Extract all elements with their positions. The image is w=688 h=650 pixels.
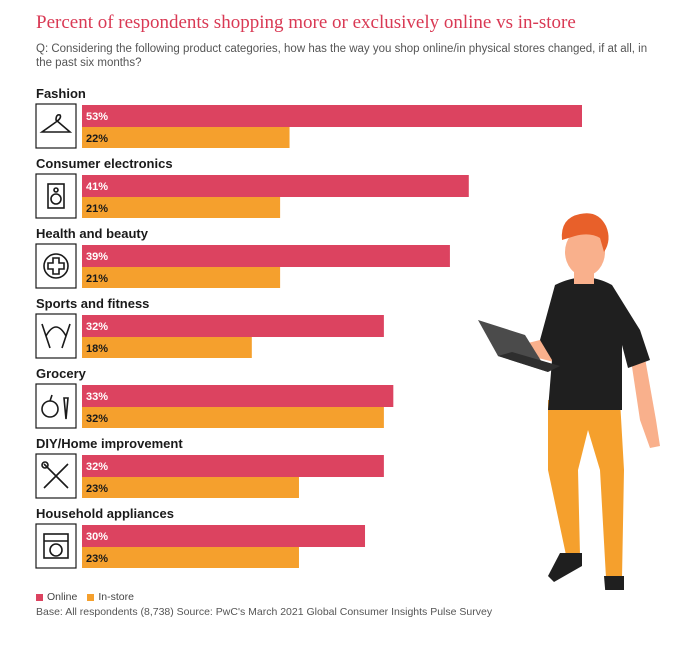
online-value-label: 39% xyxy=(86,251,108,263)
online-bar xyxy=(82,245,450,267)
instore-value-label: 32% xyxy=(86,413,108,425)
instore-bar xyxy=(82,547,299,568)
legend-item-online: Online xyxy=(36,591,77,603)
category-label: Consumer electronics xyxy=(36,156,173,171)
category-label: Fashion xyxy=(36,86,86,101)
instore-value-label: 23% xyxy=(86,553,108,565)
instore-bar xyxy=(82,127,290,148)
instore-value-label: 22% xyxy=(86,133,108,145)
category-row: Sports and fitness 32% 18% xyxy=(35,296,384,359)
legend: Online In-store xyxy=(36,591,134,603)
category-row: Grocery 33% 32% xyxy=(35,366,394,429)
legend-instore-label: In-store xyxy=(98,591,134,603)
online-bar xyxy=(82,175,469,197)
instore-value-label: 18% xyxy=(86,343,108,355)
online-value-label: 32% xyxy=(86,461,108,473)
category-row: DIY/Home improvement 32% 23% xyxy=(35,436,384,499)
online-bar xyxy=(82,455,384,477)
legend-item-instore: In-store xyxy=(87,591,134,603)
category-label: Household appliances xyxy=(36,506,174,521)
online-value-label: 32% xyxy=(86,321,108,333)
base-source-note: Base: All respondents (8,738) Source: Pw… xyxy=(36,606,493,618)
speaker-icon xyxy=(35,173,77,219)
instore-bar xyxy=(82,407,384,428)
category-row: Health and beauty 39% 21% xyxy=(35,226,450,289)
instore-bar xyxy=(82,477,299,498)
category-row: Consumer electronics 41% 21% xyxy=(35,156,469,219)
online-bar xyxy=(82,315,384,337)
chart-question: Q: Considering the following product cat… xyxy=(36,43,648,69)
category-row: Household appliances 30% 23% xyxy=(35,506,366,569)
instore-bar xyxy=(82,197,281,218)
online-bar xyxy=(82,105,582,127)
category-label: Grocery xyxy=(36,366,87,381)
tools-icon xyxy=(35,453,77,499)
instore-value-label: 23% xyxy=(86,483,108,495)
fruit-vegetable-icon xyxy=(35,383,77,429)
jump-rope-icon xyxy=(35,313,77,359)
online-value-label: 33% xyxy=(86,391,108,403)
online-value-label: 30% xyxy=(86,531,108,543)
hanger-icon xyxy=(35,103,77,149)
instore-bar xyxy=(82,267,281,288)
instore-value-label: 21% xyxy=(86,273,108,285)
chart-title: Percent of respondents shopping more or … xyxy=(36,12,576,33)
instore-value-label: 21% xyxy=(86,203,108,215)
online-bar xyxy=(82,525,366,547)
category-label: DIY/Home improvement xyxy=(36,436,183,451)
instore-bar xyxy=(82,337,252,358)
legend-online-label: Online xyxy=(47,591,78,603)
category-label: Sports and fitness xyxy=(36,296,149,311)
online-bar xyxy=(82,385,394,407)
person-with-laptop-icon xyxy=(478,213,660,590)
health-cross-icon xyxy=(35,243,77,289)
online-value-label: 53% xyxy=(86,111,108,123)
washing-machine-icon xyxy=(35,523,77,569)
online-swatch xyxy=(36,593,43,601)
instore-swatch xyxy=(87,593,95,601)
category-label: Health and beauty xyxy=(36,226,149,241)
online-value-label: 41% xyxy=(86,181,108,193)
